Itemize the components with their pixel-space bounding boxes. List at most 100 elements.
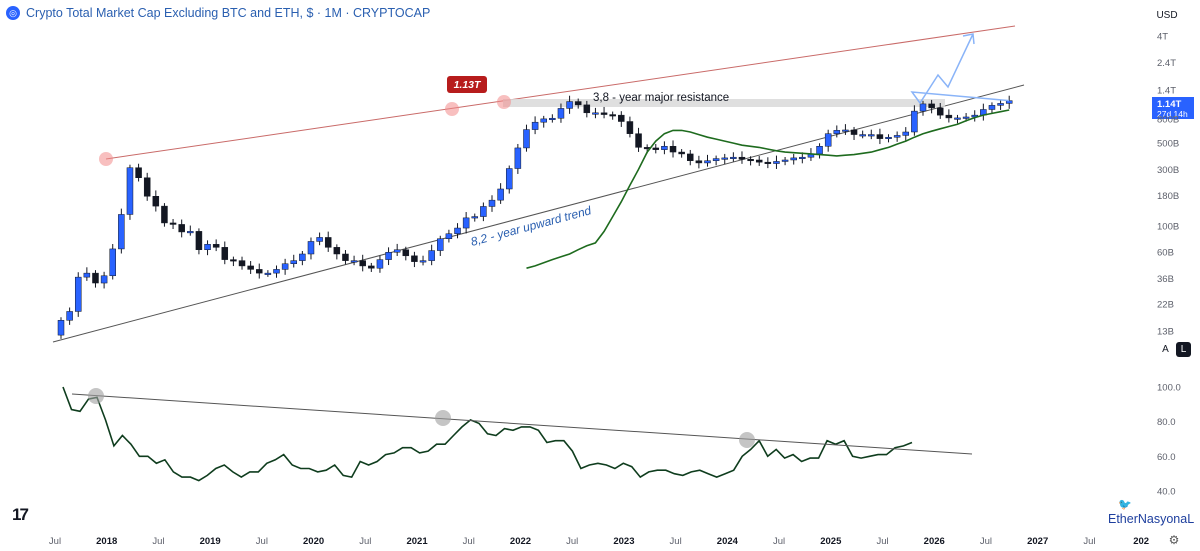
x-tick-label: Jul xyxy=(670,536,682,547)
candle-body xyxy=(152,196,160,207)
y-tick-label: 22B xyxy=(1157,299,1174,310)
candle-body xyxy=(290,260,297,264)
candle xyxy=(135,163,142,182)
candle-body xyxy=(695,160,703,164)
candle xyxy=(454,223,461,239)
oscillator-series xyxy=(62,386,973,482)
candle-body xyxy=(764,161,772,164)
candle xyxy=(126,164,134,220)
candle-body xyxy=(135,167,142,178)
candle xyxy=(204,240,211,256)
candle-body xyxy=(730,156,737,159)
candle-body xyxy=(850,129,858,135)
gear-icon[interactable]: ⚙ xyxy=(1168,533,1180,547)
candle xyxy=(893,131,901,142)
candle-body xyxy=(687,153,694,161)
log-scale-button[interactable]: L xyxy=(1176,342,1191,357)
auto-scale-button[interactable]: A xyxy=(1162,344,1169,355)
candle xyxy=(178,219,185,238)
candle-body xyxy=(661,146,668,150)
candle xyxy=(781,156,789,166)
candle xyxy=(868,129,875,140)
candle-body xyxy=(609,114,616,117)
candle-body xyxy=(618,114,625,122)
candle-body xyxy=(437,238,444,251)
candle-body xyxy=(462,217,470,229)
candle xyxy=(221,241,229,265)
candle xyxy=(514,143,522,174)
candle xyxy=(971,110,978,122)
candle xyxy=(324,231,332,252)
y-tick-label: 4T xyxy=(1157,32,1168,43)
candle-body xyxy=(273,269,280,274)
chart-header: ◎ Crypto Total Market Cap Excluding BTC … xyxy=(6,6,430,20)
resistance-zone xyxy=(503,99,945,107)
x-tick-label: 2023 xyxy=(613,536,634,547)
candle xyxy=(566,95,573,114)
candle xyxy=(600,106,608,119)
x-tick-label: Jul xyxy=(773,536,785,547)
candle xyxy=(437,235,444,256)
candle xyxy=(359,254,366,272)
chart-title: Crypto Total Market Cap Excluding BTC an… xyxy=(26,6,431,20)
candle xyxy=(704,154,711,167)
candle xyxy=(928,99,935,114)
candle-body xyxy=(583,104,591,114)
candle xyxy=(57,317,65,339)
candle-body xyxy=(678,151,685,155)
peak-highlight-marker xyxy=(445,102,459,116)
candle-body xyxy=(781,159,789,162)
candle xyxy=(92,270,99,288)
candle xyxy=(721,153,728,165)
candle-body xyxy=(885,136,892,139)
candle-body xyxy=(281,263,289,270)
candle-body xyxy=(540,118,547,123)
candle-body xyxy=(919,103,927,112)
x-tick-label: Jul xyxy=(152,536,164,547)
candle-body xyxy=(195,231,203,250)
candle-body xyxy=(256,269,263,274)
candle-body xyxy=(92,272,99,284)
candle-body xyxy=(893,135,901,138)
x-tick-label: Jul xyxy=(566,536,578,547)
candle-body xyxy=(118,214,125,250)
x-tick-label: Jul xyxy=(49,536,61,547)
osc-y-tick-label: 60.0 xyxy=(1157,452,1176,463)
candle xyxy=(574,98,582,109)
candle xyxy=(1005,95,1013,109)
candle-body xyxy=(799,156,806,159)
oscillator-peak-marker xyxy=(88,388,104,404)
candle xyxy=(592,107,599,119)
candle xyxy=(445,229,453,243)
candle xyxy=(790,153,797,165)
candle-body xyxy=(74,276,82,312)
oscillator-line xyxy=(62,386,913,482)
candle xyxy=(531,116,539,135)
peak-highlight-marker xyxy=(99,152,113,166)
currency-selector[interactable]: USD xyxy=(1156,9,1178,21)
candle xyxy=(307,237,315,260)
candle-body xyxy=(385,251,392,260)
candle xyxy=(678,149,685,158)
candle-body xyxy=(928,103,935,109)
candle xyxy=(419,255,427,266)
candle xyxy=(161,203,168,227)
y-tick-label: 13B xyxy=(1157,327,1174,338)
candle-body xyxy=(264,272,272,275)
candle xyxy=(66,307,73,325)
resistance-trendline xyxy=(105,25,1016,160)
peak-label: 1.13T xyxy=(454,79,482,91)
tradingview-logo[interactable]: 17 xyxy=(12,505,29,524)
candle xyxy=(988,102,996,114)
candle xyxy=(238,256,246,270)
candle xyxy=(471,213,479,222)
candle xyxy=(618,111,625,127)
candle-body xyxy=(747,159,754,162)
candle-body xyxy=(712,158,720,161)
candle xyxy=(385,247,392,266)
x-tick-label: Jul xyxy=(1083,536,1095,547)
resistance-label: 3,8 - year major resistance xyxy=(593,92,729,104)
candle-body xyxy=(212,244,220,248)
candle xyxy=(376,255,384,273)
